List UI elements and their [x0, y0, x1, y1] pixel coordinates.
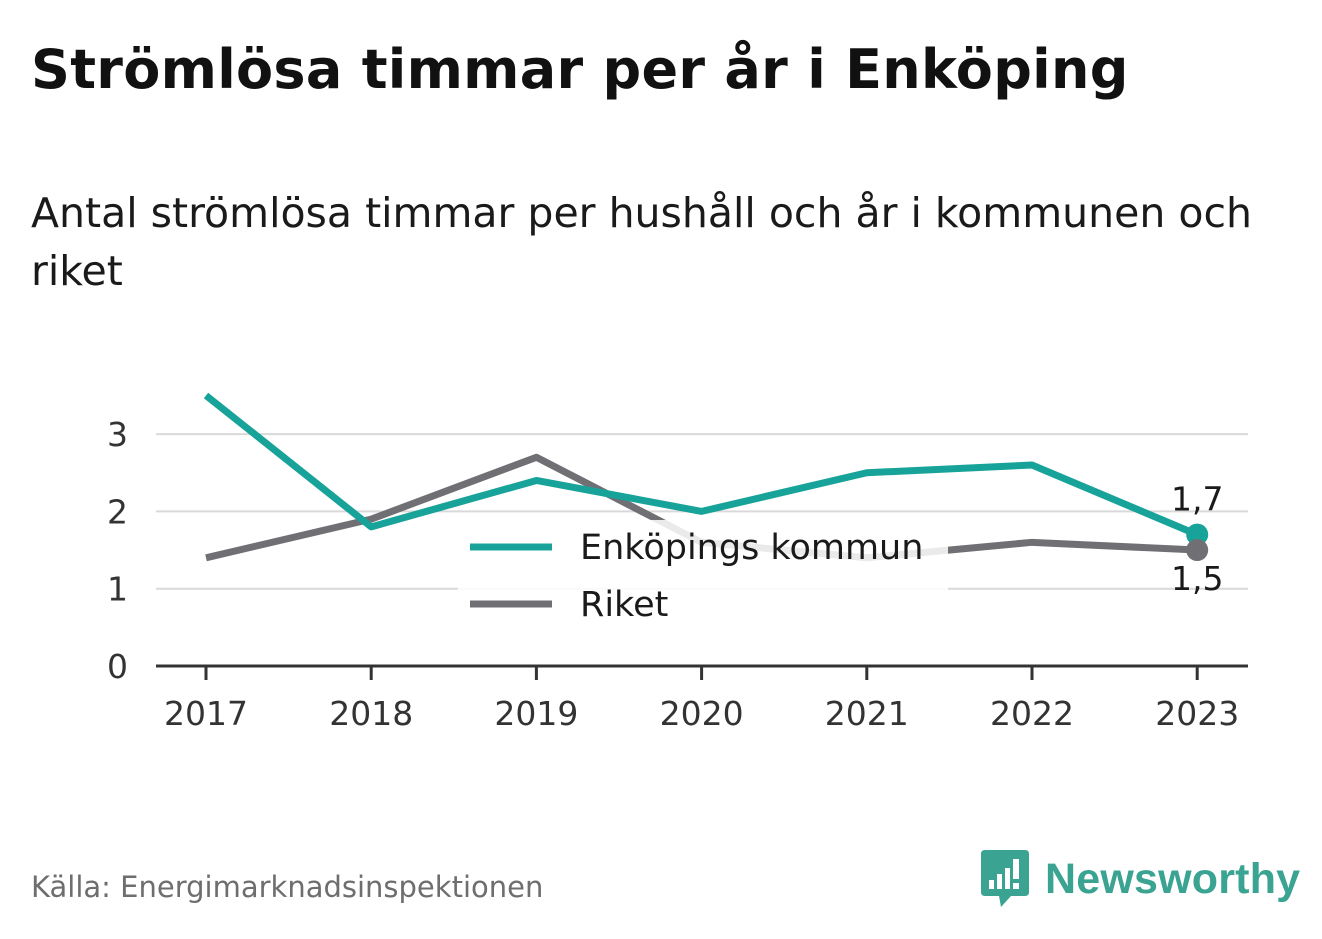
end-value-label: 1,5 [1171, 559, 1223, 598]
x-tick-label: 2019 [494, 694, 578, 733]
source-note: Källa: Energimarknadsinspektionen [31, 870, 544, 904]
x-tick-label: 2022 [990, 694, 1074, 733]
y-tick-label: 3 [107, 415, 128, 454]
end-value-label: 1,7 [1171, 480, 1223, 519]
x-tick-label: 2020 [660, 694, 744, 733]
y-tick-label: 0 [107, 647, 128, 686]
legend-label: Enköpings kommun [580, 528, 923, 568]
brand-name: Newsworthy [1045, 854, 1301, 903]
legend-label: Riket [580, 585, 668, 625]
end-point-marker [1186, 539, 1209, 562]
chart-subtitle: Antal strömlösa timmar per hushåll och å… [31, 189, 1252, 295]
legend-background [458, 520, 948, 632]
x-tick-label: 2023 [1155, 694, 1239, 733]
end-point-marker [1186, 523, 1209, 546]
newsworthy-logo-icon [981, 850, 1029, 907]
line-chart: 0 1 2 3 2017 2018 2019 2020 2021 2022 2023 Enköping… [107, 392, 1248, 733]
brand-logo: Newsworthy [981, 850, 1300, 908]
y-tick-label: 1 [107, 570, 128, 609]
series-line-enkoping [203, 392, 1199, 538]
x-tick-label: 2017 [164, 694, 248, 733]
y-tick-label: 2 [107, 492, 128, 531]
x-tick-label: 2021 [825, 694, 909, 733]
chart-title: Strömlösa timmar per år i Enköping [31, 38, 1129, 101]
x-tick-label: 2018 [329, 694, 413, 733]
